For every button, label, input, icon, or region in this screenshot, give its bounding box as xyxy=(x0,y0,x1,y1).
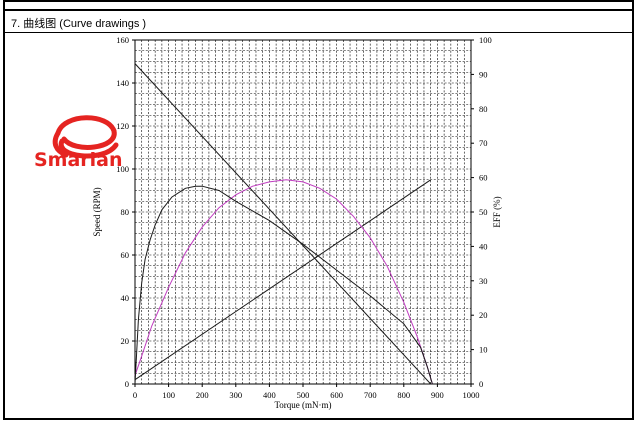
curves xyxy=(134,63,433,385)
chart-grid xyxy=(135,40,471,384)
section-title: 7. 曲线图 (Curve drawings ) xyxy=(11,18,147,30)
y-right-tick-label: 60 xyxy=(479,173,488,183)
x-tick-label: 0 xyxy=(133,390,137,400)
curve-series-4 xyxy=(134,185,433,385)
x-tick-label: 900 xyxy=(431,390,444,400)
y-right-tick-label: 30 xyxy=(479,276,488,286)
logo-text: Smarian xyxy=(34,149,123,171)
y-right-tick-label: 70 xyxy=(479,138,488,148)
section-header: 7. 曲线图 (Curve drawings ) xyxy=(5,11,632,33)
y-axis-label-right: EFF (%) xyxy=(492,196,502,227)
y-left-tick-label: 40 xyxy=(121,293,130,303)
x-tick-label: 400 xyxy=(263,390,276,400)
logo-icon xyxy=(52,115,119,159)
curve-series-3 xyxy=(134,179,433,385)
y-right-tick-label: 50 xyxy=(479,207,488,217)
y-left-tick-label: 160 xyxy=(116,35,129,45)
y-right-tick-label: 20 xyxy=(479,310,488,320)
curve-series-2 xyxy=(134,179,431,381)
x-tick-label: 300 xyxy=(229,390,242,400)
brand-logo: Smarian xyxy=(34,105,138,195)
x-tick-label: 500 xyxy=(297,390,310,400)
x-tick-label: 100 xyxy=(162,390,175,400)
x-tick-label: 1000 xyxy=(463,390,480,400)
y-left-tick-label: 60 xyxy=(121,250,130,260)
x-tick-label: 700 xyxy=(364,390,377,400)
x-tick-label: 800 xyxy=(397,390,410,400)
x-tick-label: 600 xyxy=(330,390,343,400)
y-left-tick-label: 140 xyxy=(116,78,129,88)
y-left-tick-label: 80 xyxy=(121,207,130,217)
axis-ticks: 0 100 200 300 400 500 600 700 800 900 100002040608… xyxy=(116,35,492,400)
y-axis-label-left: Speed (RPM) xyxy=(92,187,102,236)
y-right-tick-label: 10 xyxy=(479,345,488,355)
spec-frame: 7. 曲线图 (Curve drawings ) xyxy=(3,0,634,420)
y-right-tick-label: 90 xyxy=(479,69,488,79)
y-right-tick-label: 80 xyxy=(479,104,488,114)
y-left-tick-label: 20 xyxy=(121,336,130,346)
y-right-tick-label: 100 xyxy=(479,35,492,45)
x-tick-label: 200 xyxy=(196,390,209,400)
top-rule xyxy=(5,9,632,11)
curve-series-1 xyxy=(134,63,432,385)
y-left-tick-label: 0 xyxy=(125,379,129,389)
y-left-tick-label: 100 xyxy=(116,164,129,174)
x-axis-label: Torque (mN·m) xyxy=(274,400,331,410)
y-right-tick-label: 40 xyxy=(479,241,488,251)
y-left-tick-label: 120 xyxy=(116,121,129,131)
y-right-tick-label: 0 xyxy=(479,379,483,389)
